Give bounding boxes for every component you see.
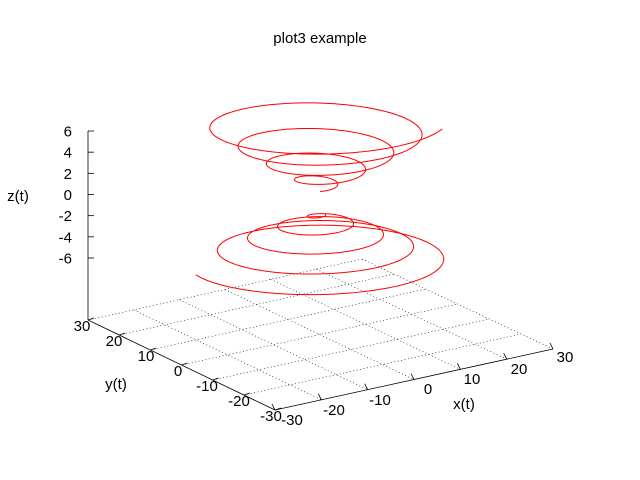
y-tick-label: -20: [228, 393, 250, 410]
grid-line-y: [181, 303, 458, 366]
z-axis: -6 -4 -2 0 2 4 6: [59, 124, 94, 320]
z-axis-label: z(t): [7, 188, 29, 205]
x-tick-mark: [317, 393, 322, 401]
chart-title: plot3 example: [273, 30, 366, 47]
x-tick-label: -30: [281, 412, 303, 429]
grid-line-x: [316, 268, 507, 360]
grid-line-y: [119, 273, 394, 336]
x-axis-label: x(t): [453, 396, 475, 413]
y-tick-label: -10: [196, 378, 218, 395]
x-tick-mark: [410, 373, 415, 380]
x-tick-mark: [503, 352, 508, 360]
x-tick-label: 20: [511, 361, 528, 378]
y-tick-mark: [243, 392, 250, 396]
grid-line-y: [212, 318, 490, 381]
y-tick-mark: [150, 347, 157, 351]
y-axis-label: y(t): [105, 376, 127, 393]
x-axis-ticks: -30 -20 -10 0 10 20 30: [271, 342, 574, 429]
y-tick-label: 10: [138, 348, 155, 365]
grid-line-x: [224, 289, 415, 380]
series-line-upper: [209, 102, 443, 193]
series-group: [195, 102, 445, 296]
floor-axes: [87, 319, 554, 411]
x-tick-label: -10: [369, 392, 391, 409]
grid-line-y: [150, 288, 426, 351]
series-line-lower: [195, 213, 445, 296]
y-tick-label: 30: [74, 318, 91, 335]
x-tick-label: -20: [323, 402, 345, 419]
y-tick-mark: [212, 377, 219, 381]
grid-edge-back-right: [361, 258, 554, 350]
grid-line-x: [179, 299, 368, 390]
z-tick-label: 2: [64, 166, 72, 183]
z-tick-label: -4: [59, 229, 72, 246]
x-tick-label: 0: [424, 381, 432, 398]
z-tick-label: 6: [64, 124, 72, 141]
x-tick-mark: [549, 342, 554, 350]
z-tick-label: 4: [64, 145, 72, 162]
z-tick-label: -2: [59, 208, 72, 225]
grid-line-x: [133, 309, 322, 401]
y-tick-mark: [119, 332, 126, 336]
x-tick-mark: [364, 383, 369, 390]
x-tick-mark: [271, 403, 276, 411]
grid-edge-back-left: [87, 258, 363, 321]
y-tick-mark: [274, 407, 282, 411]
z-tick-label: -6: [59, 251, 72, 268]
y-tick-mark: [181, 362, 188, 366]
z-tick-label: 0: [64, 187, 72, 204]
y-tick-label: 20: [106, 333, 123, 350]
x-tick-label: 30: [557, 349, 574, 366]
x-tick-mark: [456, 363, 461, 370]
y-tick-label: 0: [174, 363, 182, 380]
y-axis-ticks: 30 20 10 0 -10 -20 -30: [74, 317, 282, 425]
y-tick-label: -30: [260, 408, 282, 425]
floor-grid: [87, 258, 554, 401]
grid-line-x: [270, 279, 461, 370]
x-tick-label: 10: [464, 371, 481, 388]
y-tick-mark: [87, 317, 95, 321]
